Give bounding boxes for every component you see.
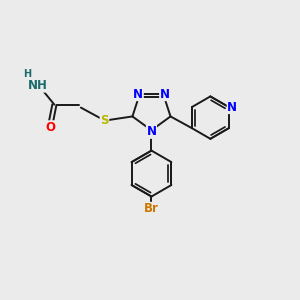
Text: H: H	[23, 69, 31, 79]
Text: NH: NH	[28, 79, 48, 92]
Text: N: N	[227, 100, 237, 113]
Text: S: S	[100, 114, 109, 128]
Text: O: O	[45, 121, 55, 134]
Text: N: N	[146, 125, 157, 138]
Text: N: N	[133, 88, 143, 100]
Text: Br: Br	[144, 202, 159, 215]
Text: N: N	[160, 88, 170, 100]
